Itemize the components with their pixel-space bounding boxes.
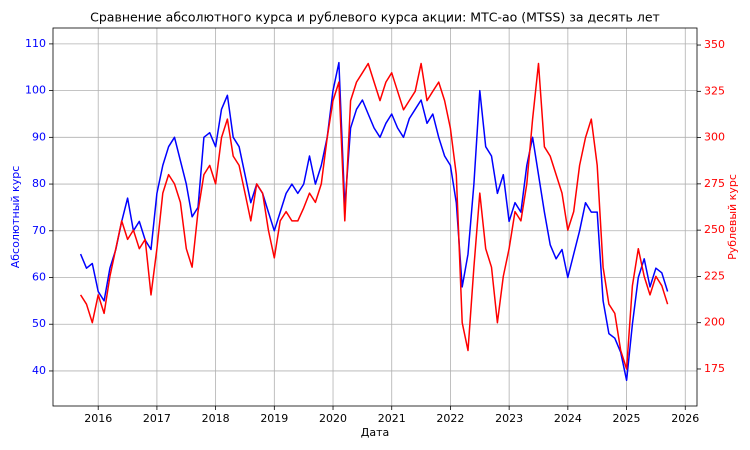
plot-frame [52,27,698,407]
x-tick-label: 2021 [378,412,406,425]
y-tick-label: 50 [32,317,46,330]
y-axis-label: Абсолютный курс [9,166,22,269]
x-tick-label: 2026 [671,412,699,425]
y-tick-label: 90 [32,130,46,143]
y-tick-label: 60 [32,271,46,284]
x-tick-label: 2025 [613,412,641,425]
y2-tick-label: 275 [704,177,725,190]
x-tick-label: 2017 [143,412,171,425]
x-tick-label: 2018 [202,412,230,425]
x-tick-label: 2020 [319,412,347,425]
data-line [79,61,669,382]
y2-tick-label: 200 [704,316,725,329]
x-tick-label: 2022 [436,412,464,425]
x-tick-label: 2024 [554,412,582,425]
y2-tick-label: 225 [704,269,725,282]
y-tick-label: 40 [32,364,46,377]
x-axis-label: Дата [361,426,389,439]
y-tick-label: 80 [32,177,46,190]
y-tick-label: 110 [25,37,46,50]
y2-axis-label: Рублевый курс [726,174,739,260]
y2-tick-label: 325 [704,84,725,97]
y2-tick-label: 250 [704,223,725,236]
data-line [79,62,669,370]
y-tick-label: 70 [32,224,46,237]
x-tick-label: 2023 [495,412,523,425]
y2-tick-label: 175 [704,362,725,375]
y-tick-label: 100 [25,84,46,97]
x-tick-label: 2019 [260,412,288,425]
y2-tick-label: 350 [704,38,725,51]
chart-title: Сравнение абсолютного курса и рублевого … [90,10,660,25]
x-tick-label: 2016 [84,412,112,425]
y2-tick-label: 300 [704,131,725,144]
